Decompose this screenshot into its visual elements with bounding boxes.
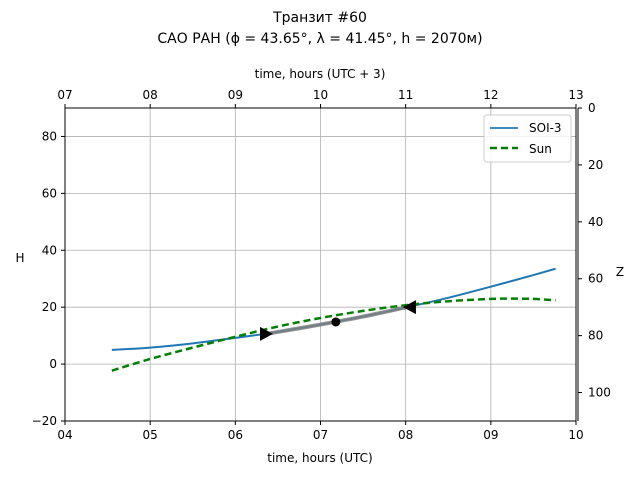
x-top-tick-label: 07 — [57, 88, 72, 102]
transit-start-marker — [259, 326, 273, 341]
y-tick-label: 20 — [42, 300, 57, 314]
x-top-tick-label: 08 — [143, 88, 158, 102]
x-tick-label: 06 — [228, 428, 243, 442]
x-top-axis-label: time, hours (UTC + 3) — [255, 67, 386, 81]
legend-box — [483, 114, 572, 163]
y-right-axis-label: Z — [616, 265, 624, 279]
chart-title-line2: САО РАН (ϕ = 43.65°, λ = 41.45°, h = 207… — [157, 31, 482, 47]
x-tick-label: 05 — [143, 428, 158, 442]
x-tick-label: 08 — [398, 428, 413, 442]
y-right-tick-label: 40 — [588, 215, 603, 229]
x-top-tick-label: 13 — [568, 88, 583, 102]
y-tick-label: 0 — [49, 357, 57, 371]
legend-label-soi3: SOI-3 — [529, 121, 562, 135]
x-top-tick-label: 12 — [483, 88, 498, 102]
x-top-tick-label: 09 — [228, 88, 243, 102]
y-right-tick-label: 0 — [588, 101, 596, 115]
y-tick-label: 40 — [42, 243, 57, 257]
y-right-tick-label: 80 — [588, 329, 603, 343]
y-right-tick-label: 100 — [588, 386, 611, 400]
y-right-tick-label: 60 — [588, 272, 603, 286]
series-sun-line — [111, 297, 556, 372]
legend-label-sun: Sun — [529, 142, 552, 156]
y-tick-label: −20 — [32, 414, 57, 428]
x-top-tick-label: 10 — [313, 88, 328, 102]
transit-middle-marker — [331, 317, 341, 327]
x-axis-label: time, hours (UTC) — [267, 451, 372, 465]
x-tick-label: 10 — [568, 428, 583, 442]
transit-end-marker — [402, 300, 416, 315]
x-top-tick-label: 11 — [398, 88, 413, 102]
y-tick-label: 60 — [42, 186, 57, 200]
chart-title-line1: Транзит #60 — [272, 10, 367, 26]
x-tick-label: 04 — [57, 428, 72, 442]
transit-markers — [259, 300, 416, 341]
y-tick-label: 80 — [42, 129, 57, 143]
series-soi3-line — [111, 267, 556, 351]
x-tick-label: 07 — [313, 428, 328, 442]
y-right-tick-label: 20 — [588, 158, 603, 172]
x-tick-label: 09 — [483, 428, 498, 442]
legend: SOI-3 Sun — [483, 114, 572, 163]
y-axis-label: H — [15, 251, 24, 265]
axes: 04 05 06 07 08 09 10 07 08 09 10 11 12 13 −20 0 20 40 60 80… — [32, 88, 611, 442]
